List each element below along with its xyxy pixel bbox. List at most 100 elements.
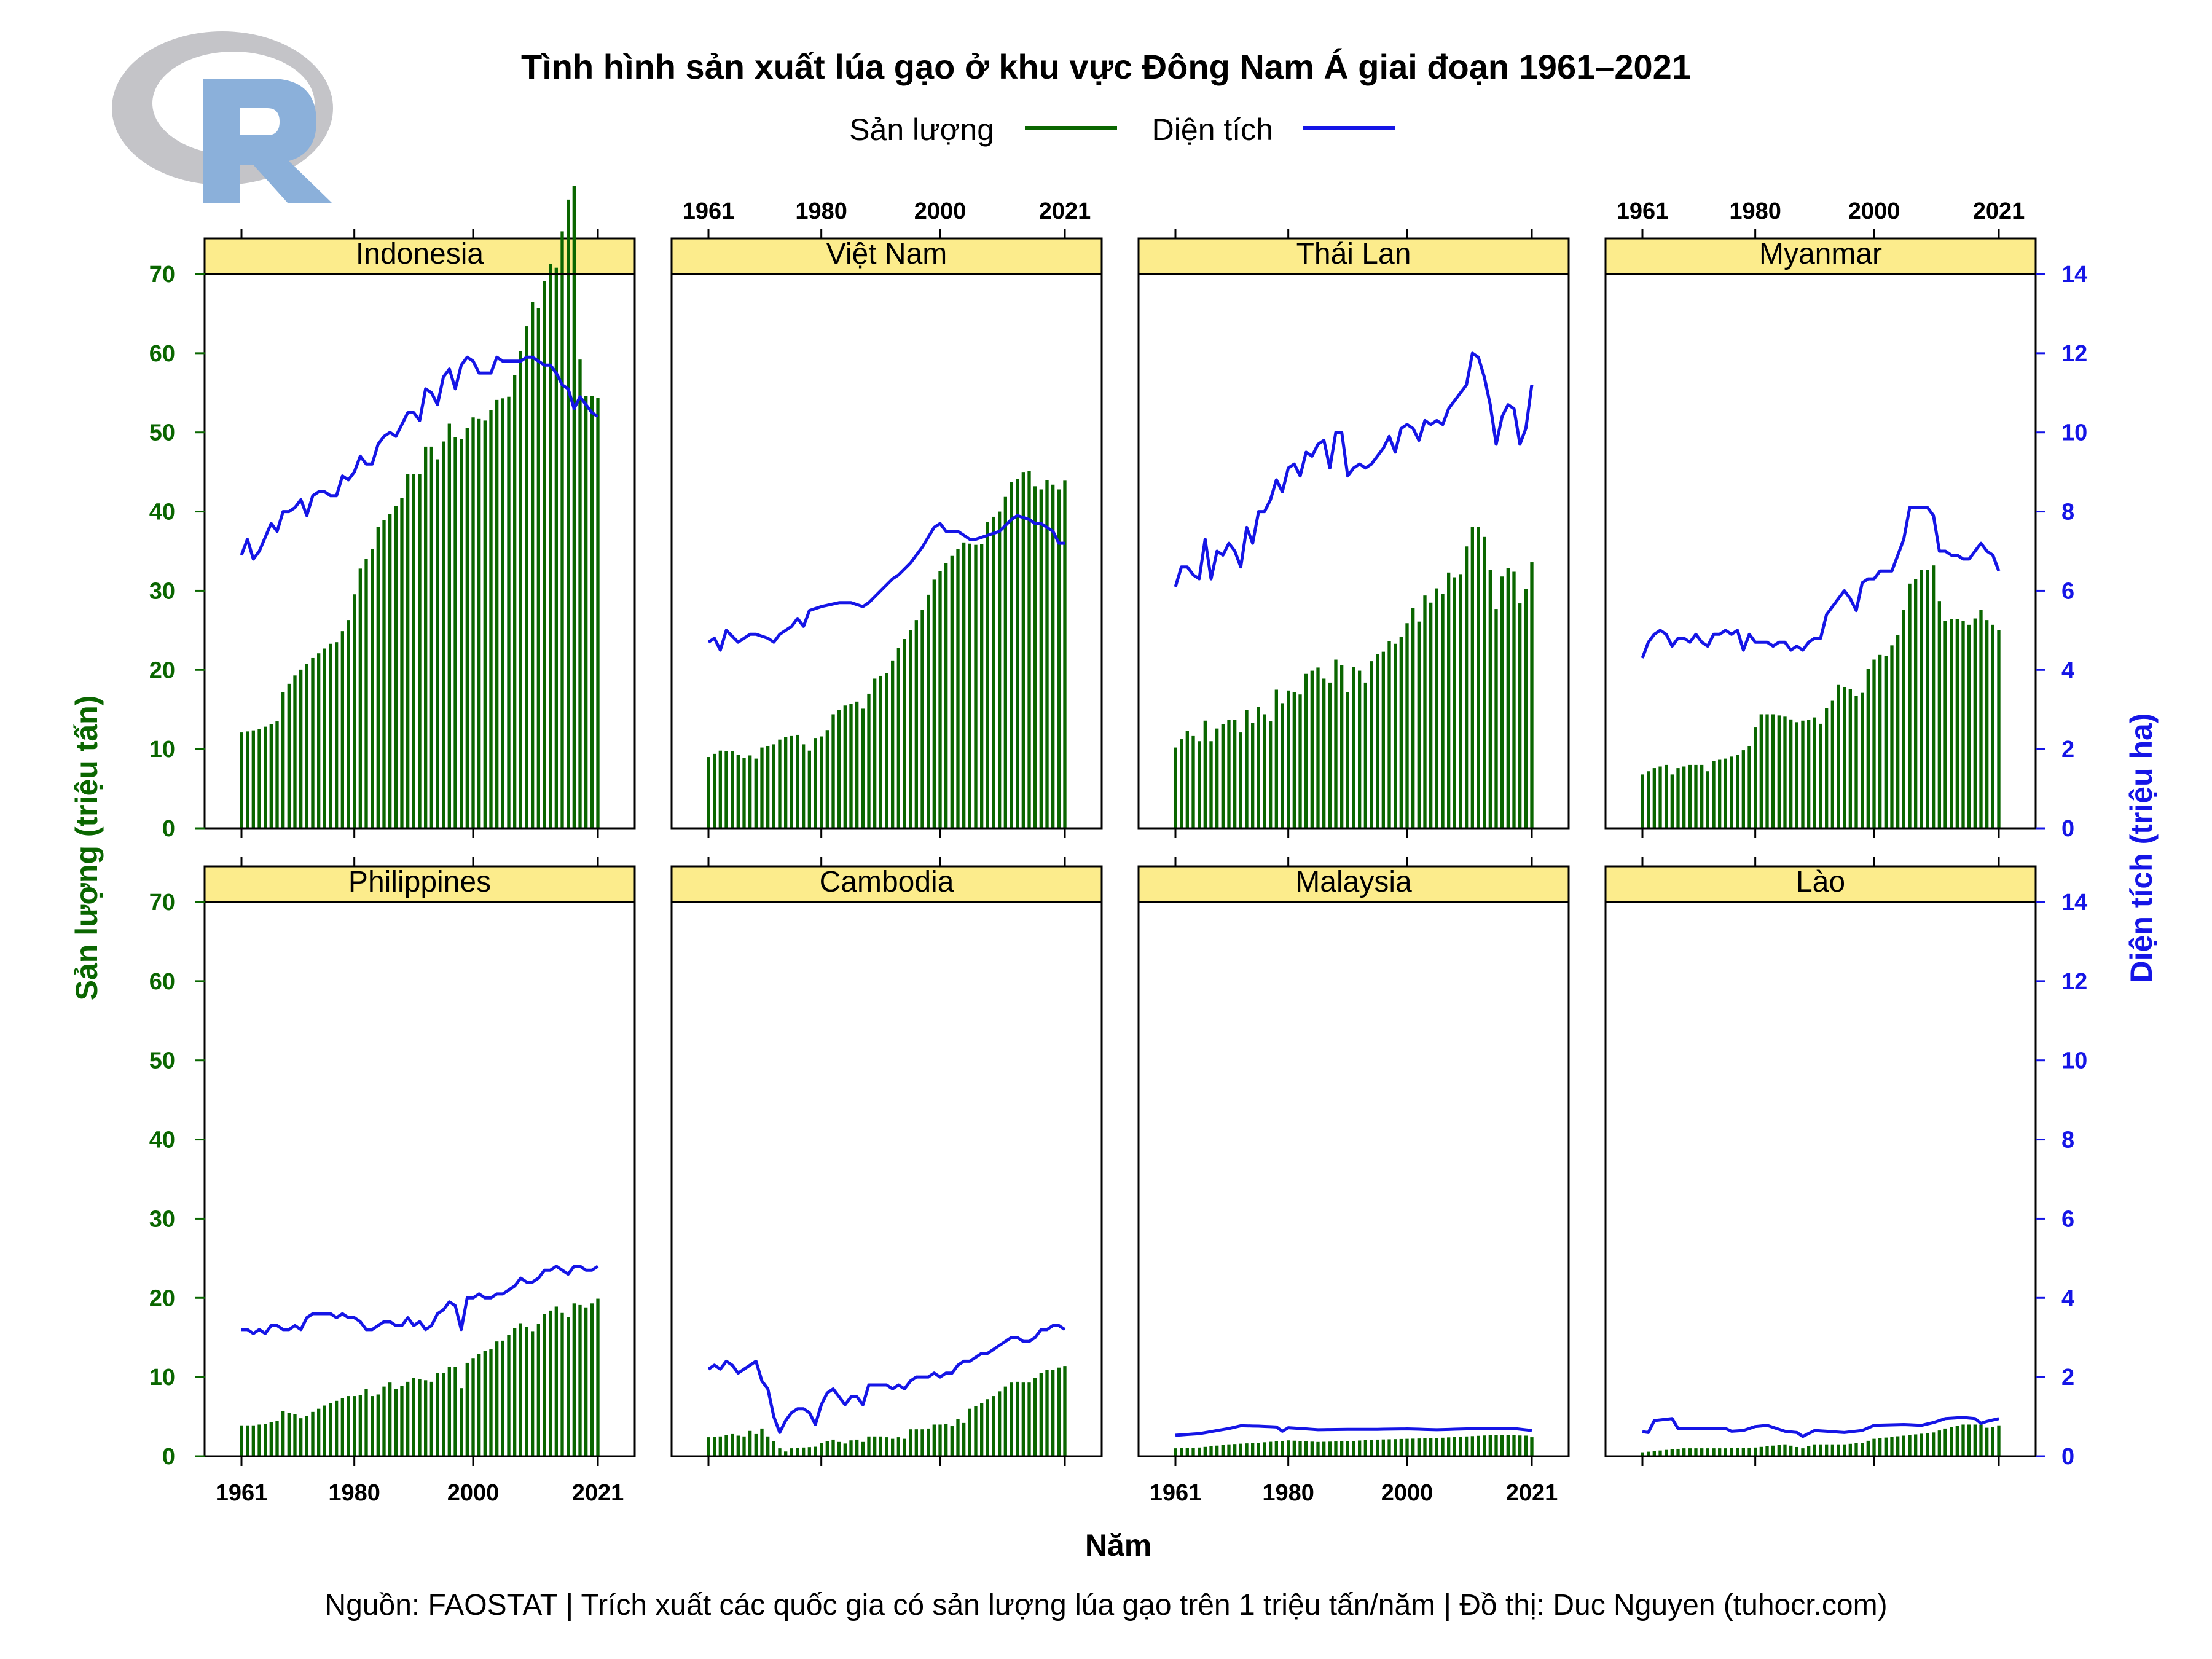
production-bar [1191,1448,1195,1456]
production-bar [1807,1446,1811,1456]
production-bar [376,527,380,828]
production-bar [1209,741,1213,828]
production-bar [914,620,918,828]
production-bar [1718,1448,1722,1456]
production-bar [1227,1444,1231,1456]
production-bar [1010,482,1013,828]
production-bar [1658,1450,1662,1456]
y-right-tick-label: 6 [2061,578,2074,604]
production-bar [724,1435,728,1456]
production-bar [956,1419,960,1456]
production-bar [240,1425,243,1456]
production-bar [1453,577,1456,828]
production-bar [968,1408,971,1456]
production-bar [1447,572,1451,828]
production-bar [1724,1448,1727,1456]
production-bar [1985,1427,1989,1456]
production-bar [1920,1433,1923,1456]
production-bar [1328,1441,1332,1456]
production-bar [1245,1443,1249,1456]
production-bar [950,555,954,828]
production-bar [1512,1435,1516,1456]
area-line [1174,351,1534,587]
production-bar [867,693,871,828]
y-right-tick-label: 12 [2061,341,2087,367]
production-bar [1257,707,1260,828]
panel-border [1137,901,1570,1457]
production-bar [460,1388,463,1456]
production-bar [1765,1446,1769,1456]
production-bar [1896,1436,1900,1456]
panel-malaysia: Malaysia 1961 1980 2000 2021 [1137,857,1570,1506]
production-bar [1961,621,1965,828]
production-bar [1950,619,1953,828]
production-bar [754,1433,758,1456]
production-bar [1991,624,1994,828]
production-bar [980,1403,984,1456]
production-bar [353,594,356,828]
production-bar [382,1386,386,1456]
production-bar [1215,728,1219,828]
production-bar [1269,1441,1273,1456]
production-bar [590,396,594,828]
production-bar [424,1380,428,1456]
production-bar [742,758,746,828]
production-bar [1866,1440,1870,1456]
x-bottom-tick-label: 2000 [1381,1480,1433,1506]
panel-border [670,901,1103,1457]
production-bar [424,446,428,828]
production-bar [1180,1448,1183,1456]
production-bar [1819,723,1822,828]
production-bar [1676,768,1680,828]
production-bar [837,710,841,828]
production-bar [778,1448,782,1456]
production-bar [543,1314,546,1456]
production-bar [1174,1448,1177,1456]
production-bar [849,1440,853,1456]
production-bar [293,1414,297,1456]
y-left-tick-label: 40 [149,1128,175,1153]
production-bar [796,734,799,828]
production-bar [1754,1447,1757,1456]
production-bar [1470,1436,1474,1456]
production-bar [1670,774,1674,828]
production-bar [406,1381,410,1456]
y-right-tick-label: 10 [2061,420,2087,446]
production-bar [843,1443,847,1456]
production-bar [293,675,297,828]
y-right-tick-label: 10 [2061,1048,2087,1074]
production-bar [1239,1443,1242,1456]
y-left-tick-label: 40 [149,500,175,525]
production-bar [525,1327,528,1456]
production-bar [358,1395,362,1456]
production-bar [1447,1437,1451,1456]
production-bar [572,186,576,829]
production-bar [1180,739,1183,828]
production-bar [992,1396,995,1456]
production-bar [1777,715,1781,828]
production-bar [1039,1373,1043,1456]
production-bar [1937,601,1941,828]
production-bar [1298,1441,1302,1456]
production-bar [1003,496,1007,828]
production-bar [1298,694,1302,828]
production-bar [1221,724,1225,828]
production-bar [962,1422,966,1456]
production-bar [1783,716,1787,828]
production-bar [1251,723,1255,828]
production-bar [1955,1426,1959,1456]
production-bar [1961,1424,1965,1456]
production-bar [1465,546,1469,828]
production-bar [1483,1435,1486,1456]
production-bar [418,1379,422,1456]
production-bar [394,506,398,828]
y-right-tick-label: 0 [2061,816,2074,842]
production-bar [1789,719,1793,828]
production-bar [891,1438,895,1456]
production-bar [1884,1437,1888,1456]
production-bar [1423,1438,1427,1456]
production-bar [772,744,775,828]
production-bar [879,1436,882,1456]
production-bar [1932,1432,1936,1456]
panel-indonesia: Indonesia 0 10 20 30 40 50 60 70 [149,186,636,842]
